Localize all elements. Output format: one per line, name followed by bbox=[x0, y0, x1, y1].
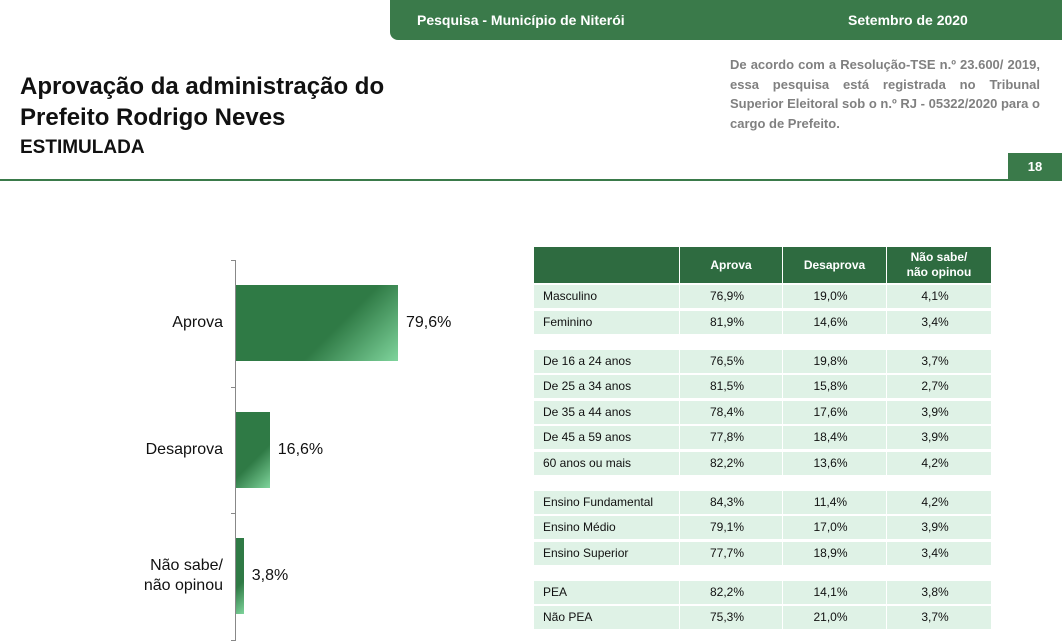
table-cell: 4,2% bbox=[887, 490, 991, 514]
table-cell: 84,3% bbox=[680, 490, 782, 514]
table-cell: De 16 a 24 anos bbox=[534, 349, 679, 373]
table-header-cell: Aprova bbox=[680, 247, 782, 283]
table-cell: Não PEA bbox=[534, 606, 679, 629]
table-cell: 2,7% bbox=[887, 375, 991, 398]
table-cell: Ensino Fundamental bbox=[534, 490, 679, 514]
table-cell: 19,8% bbox=[783, 349, 886, 373]
page-number: 18 bbox=[1008, 153, 1062, 180]
table-cell: 3,9% bbox=[887, 426, 991, 449]
axis-tick bbox=[231, 386, 236, 388]
table-cell: 13,6% bbox=[783, 451, 886, 475]
table-cell: 4,1% bbox=[887, 285, 991, 308]
table-cell: 19,0% bbox=[783, 285, 886, 308]
table-header-cell: Não sabe/ não opinou bbox=[887, 247, 991, 283]
divider bbox=[0, 179, 1062, 181]
table-cell: 18,9% bbox=[783, 541, 886, 565]
table-cell: 3,9% bbox=[887, 516, 991, 539]
title: Prefeito Rodrigo Neves bbox=[20, 104, 286, 131]
table-cell: 82,2% bbox=[680, 580, 782, 604]
table-cell: 3,4% bbox=[887, 310, 991, 334]
header-bar bbox=[390, 0, 1062, 40]
table-cell: De 35 a 44 anos bbox=[534, 400, 679, 424]
bar bbox=[236, 411, 270, 488]
table-cell: 3,7% bbox=[887, 606, 991, 629]
table-cell: De 45 a 59 anos bbox=[534, 426, 679, 449]
table-cell: 3,8% bbox=[887, 580, 991, 604]
table-cell: 60 anos ou mais bbox=[534, 451, 679, 475]
table-cell: 81,5% bbox=[680, 375, 782, 398]
table-cell: Ensino Superior bbox=[534, 541, 679, 565]
table-cell: 3,4% bbox=[887, 541, 991, 565]
axis-tick bbox=[231, 260, 236, 261]
survey-name: Pesquisa - Município de Niterói bbox=[417, 12, 625, 28]
value-label: 3,8% bbox=[251, 567, 289, 585]
category-label: Desaprova bbox=[145, 440, 223, 458]
axis-tick bbox=[231, 639, 236, 641]
table-cell: 17,0% bbox=[783, 516, 886, 539]
table-cell: 11,4% bbox=[783, 490, 886, 514]
table-cell: 14,1% bbox=[783, 580, 886, 604]
table-cell: 21,0% bbox=[783, 606, 886, 629]
axis-line bbox=[235, 260, 236, 641]
value-label: 16,6% bbox=[277, 440, 324, 458]
table-cell: 82,2% bbox=[680, 451, 782, 475]
table-cell: Feminino bbox=[534, 310, 679, 334]
axis-tick bbox=[231, 513, 236, 514]
table-cell: 3,7% bbox=[887, 349, 991, 373]
subtitle: ESTIMULADA bbox=[20, 137, 145, 158]
table-header-cell: Desaprova bbox=[783, 247, 886, 283]
registration-note: De acordo com a Resolução-TSE n.º 23.600… bbox=[730, 57, 1040, 131]
survey-date: Setembro de 2020 bbox=[848, 12, 968, 28]
table-cell: 77,7% bbox=[680, 541, 782, 565]
table-cell: PEA bbox=[534, 580, 679, 604]
table-cell: 75,3% bbox=[680, 606, 782, 629]
table-cell: 79,1% bbox=[680, 516, 782, 539]
table-cell: 77,8% bbox=[680, 426, 782, 449]
table-cell: 17,6% bbox=[783, 400, 886, 424]
bar bbox=[236, 538, 244, 615]
value-label: 79,6% bbox=[405, 314, 452, 332]
table-cell: Ensino Médio bbox=[534, 516, 679, 539]
table-cell: 76,5% bbox=[680, 349, 782, 373]
table-cell: 14,6% bbox=[783, 310, 886, 334]
table-cell: 4,2% bbox=[887, 451, 991, 475]
category-label: Aprova bbox=[172, 314, 223, 332]
bar bbox=[236, 285, 398, 362]
category-label: Não sabe/ não opinou bbox=[143, 557, 223, 595]
table-cell: 15,8% bbox=[783, 375, 886, 398]
table-cell: De 25 a 34 anos bbox=[534, 375, 679, 398]
table-header-cell bbox=[534, 247, 679, 283]
table-cell: 81,9% bbox=[680, 310, 782, 334]
table-cell: Masculino bbox=[534, 285, 679, 308]
title: Aprovação da administração do bbox=[20, 73, 385, 100]
table-cell: 18,4% bbox=[783, 426, 886, 449]
table-cell: 3,9% bbox=[887, 400, 991, 424]
table-cell: 78,4% bbox=[680, 400, 782, 424]
table-cell: 76,9% bbox=[680, 285, 782, 308]
